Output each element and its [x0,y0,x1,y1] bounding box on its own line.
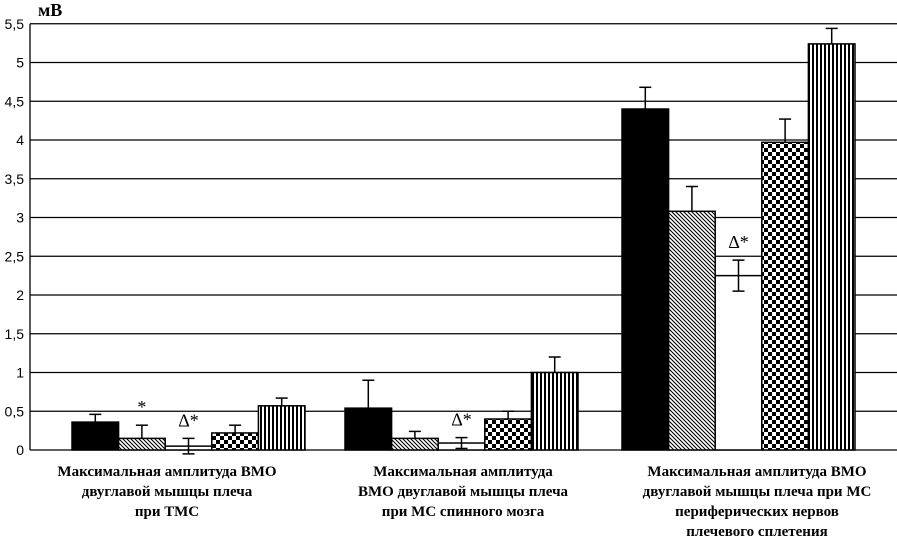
category-label-0: Максимальная амплитуда ВМО двуглавой мышц… [22,462,312,522]
significance-annotation: Δ* [728,232,749,252]
significance-annotation: Δ* [451,410,472,430]
significance-annotation: Δ* [178,410,199,430]
y-tick-label: 0,5 [5,403,25,419]
category-label-1: Максимальная амплитуда ВМО двуглавой мышц… [318,462,608,522]
y-tick-label: 3,5 [5,171,25,187]
bar-diagonal-hatch [667,210,716,451]
category-label-2: Максимальная амплитуда ВМО двуглавой мышц… [612,462,897,542]
bar-checker [484,418,533,451]
bar-solid-black [71,421,120,451]
bar-white [714,274,763,451]
category-label-line: двуглавой мышцы плеча [81,484,253,500]
category-label-line: двуглавой мышцы плеча при МС [642,484,872,500]
category-label-line: при ТМС [134,504,200,520]
bar-vertical-stripes [257,405,306,451]
y-tick-label: 5 [16,55,24,71]
significance-annotation: * [137,397,146,417]
y-axis-unit: мВ [38,0,63,20]
category-label-line: Максимальная амплитуда [373,464,553,480]
y-tick-label: 5,5 [5,16,25,32]
bar-solid-black [621,108,670,451]
y-tick-label: 4 [16,132,24,148]
bar-checker [761,141,810,451]
y-tick-label: 1 [16,365,24,381]
category-label-line: Максимальная амплитуда ВМО [647,464,867,480]
category-label-line: Максимальная амплитуда ВМО [57,464,277,480]
bar-diagonal-hatch [117,437,166,451]
category-label-line: плечевого сплетения [686,524,828,540]
y-tick-label: 4,5 [5,93,25,109]
y-tick-label: 1,5 [5,326,25,342]
y-tick-label: 3 [16,210,24,226]
bar-solid-black [344,407,393,451]
bar-vertical-stripes [807,43,856,451]
category-label-line: ВМО двуглавой мышцы плеча [357,484,569,500]
y-tick-label: 0 [16,442,24,458]
category-label-line: при МС спинного мозга [381,504,545,520]
bar-diagonal-hatch [390,437,439,451]
bar-checker [211,432,260,451]
bar-vertical-stripes [530,371,579,451]
y-tick-label: 2,5 [5,248,25,264]
y-tick-label: 2 [16,287,24,303]
category-label-line: периферических нервов [675,504,839,520]
